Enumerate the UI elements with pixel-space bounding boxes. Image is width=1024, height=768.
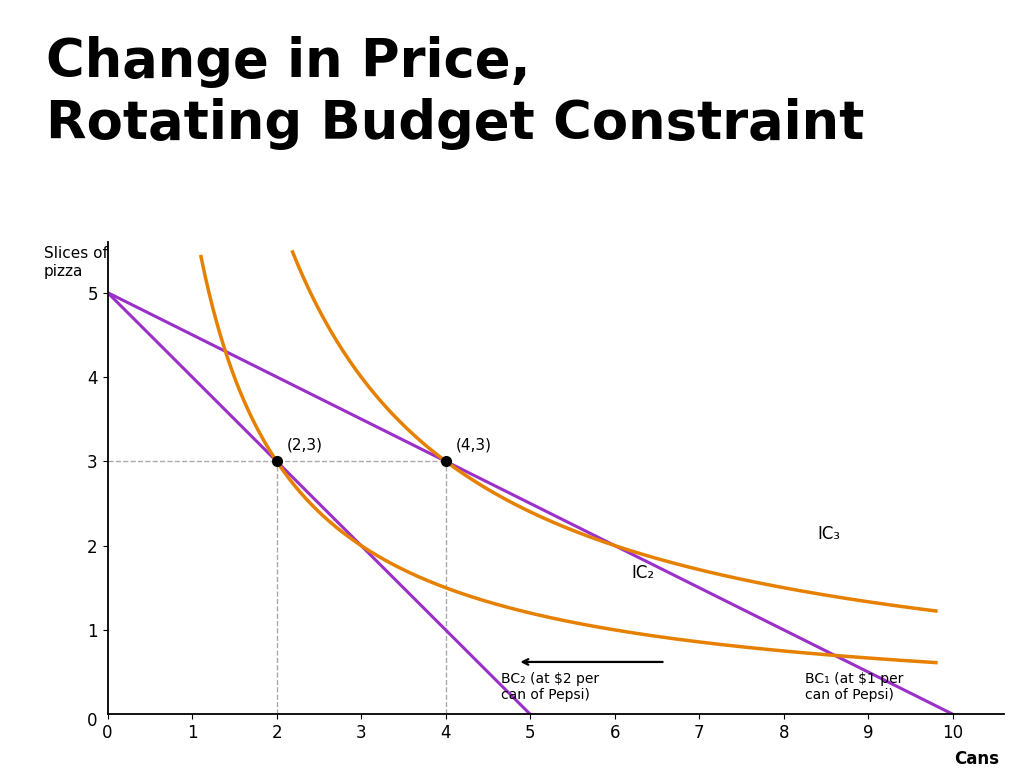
Text: (4,3): (4,3) [456, 438, 492, 452]
Text: Change in Price,
Rotating Budget Constraint: Change in Price, Rotating Budget Constra… [46, 36, 864, 151]
Text: 0: 0 [87, 712, 97, 730]
Text: (2,3): (2,3) [287, 438, 323, 452]
Text: IC₂: IC₂ [632, 564, 654, 581]
Text: Cans
of Pepsi: Cans of Pepsi [924, 750, 999, 768]
Text: IC₃: IC₃ [817, 525, 841, 543]
Text: BC₂ (at $2 per
can of Pepsi): BC₂ (at $2 per can of Pepsi) [501, 672, 599, 702]
Text: BC₁ (at $1 per
can of Pepsi): BC₁ (at $1 per can of Pepsi) [805, 672, 903, 702]
Text: Slices of
pizza: Slices of pizza [44, 246, 108, 279]
